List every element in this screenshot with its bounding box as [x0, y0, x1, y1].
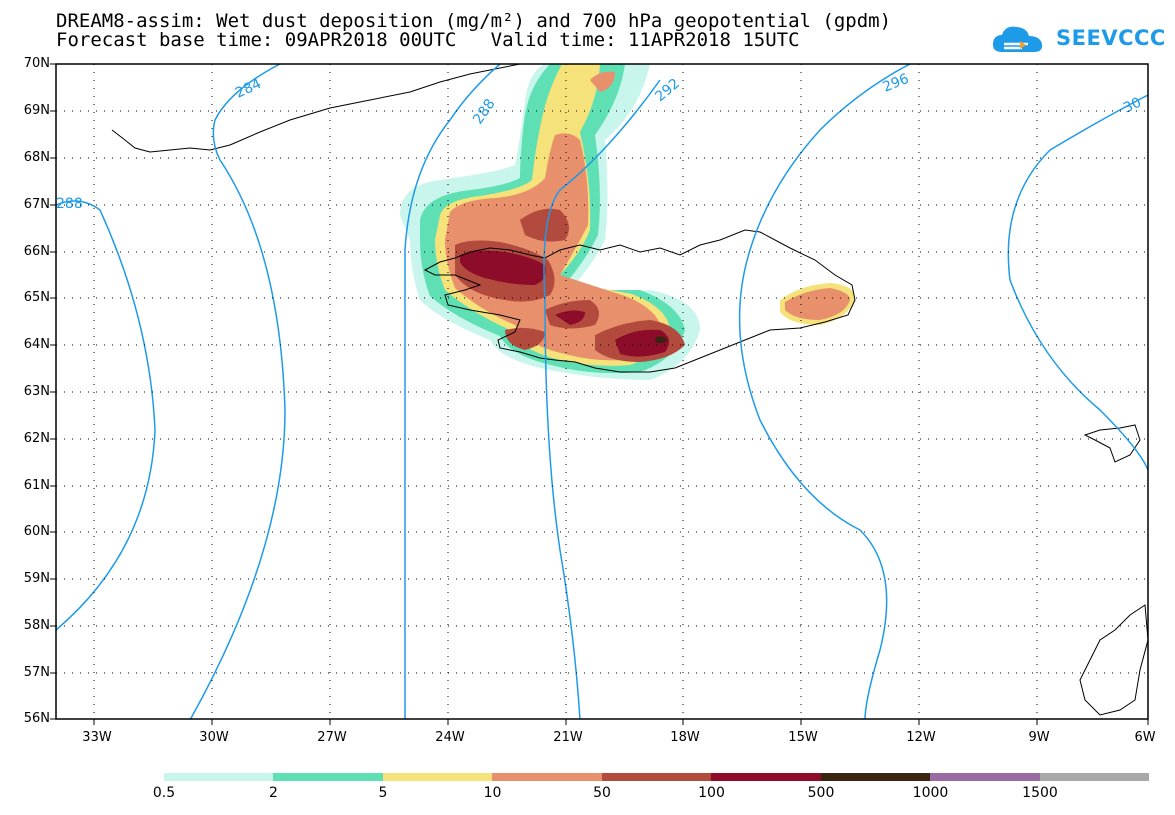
coastlines: [111, 64, 1148, 716]
contour-label-284: 284: [233, 76, 264, 102]
legend-label: 100: [698, 785, 725, 801]
contour-label-296: 296: [881, 71, 912, 96]
axis-ticks: [50, 63, 1149, 725]
legend-label: 10: [483, 785, 502, 801]
contour-labels: 284 288 292 296 30 288: [56, 71, 1144, 212]
lat-label: 69N: [23, 103, 50, 118]
lon-label: 6W: [1134, 730, 1156, 745]
lat-label: 65N: [23, 290, 50, 305]
legend-swatch: [601, 773, 712, 781]
lon-label: 21W: [553, 730, 583, 745]
lon-label: 33W: [82, 730, 112, 745]
lat-label: 61N: [23, 478, 50, 493]
chart-title-line2: Forecast base time: 09APR2018 00UTC Vali…: [56, 29, 800, 51]
lat-label: 60N: [23, 524, 50, 539]
lon-label: 24W: [435, 730, 465, 745]
legend-swatch: [1039, 773, 1149, 781]
geopotential-contours: [56, 64, 1148, 719]
chart-title-line1: DREAM8-assim: Wet dust deposition (mg/m²…: [56, 10, 892, 32]
cloud-icon: [992, 26, 1043, 52]
legend-swatch: [820, 773, 931, 781]
legend-label: 2: [269, 785, 278, 801]
contour-label-288: 288: [470, 96, 498, 127]
lon-label: 9W: [1028, 730, 1050, 745]
legend-swatch: [164, 773, 274, 781]
contour-label-292: 292: [652, 76, 683, 105]
legend-label: 5: [378, 785, 388, 801]
lat-label: 68N: [23, 150, 50, 165]
legend-swatch: [382, 773, 493, 781]
legend-label: 500: [807, 785, 835, 801]
logo-text: SEEVCCC: [1056, 26, 1166, 50]
legend-label: 1000: [912, 785, 949, 801]
dust-shading: [400, 64, 855, 380]
lon-label: 15W: [788, 730, 818, 745]
lat-label: 58N: [23, 618, 50, 633]
legend-swatch: [492, 773, 602, 781]
contour-label-288-left: 288: [56, 196, 83, 212]
lon-label: 12W: [906, 730, 936, 745]
lon-label: 30W: [199, 730, 229, 745]
lat-label: 67N: [23, 197, 50, 212]
lat-label: 62N: [23, 431, 50, 446]
legend-label: 0.5: [152, 785, 176, 801]
legend-swatch: [711, 773, 821, 781]
lat-label: 66N: [23, 244, 50, 259]
lon-label: 27W: [317, 730, 347, 745]
contour-label-300: 30: [1121, 95, 1144, 117]
lat-label: 56N: [23, 711, 50, 726]
lat-label: 63N: [23, 384, 50, 399]
color-legend: [164, 773, 1149, 781]
lat-label: 64N: [23, 337, 50, 352]
legend-swatch: [930, 773, 1040, 781]
lat-label: 57N: [23, 665, 50, 680]
lat-label: 70N: [23, 56, 50, 71]
legend-label: 50: [593, 785, 611, 801]
lon-label: 18W: [670, 730, 700, 745]
lat-label: 59N: [23, 571, 50, 586]
legend-swatch: [273, 773, 383, 781]
legend-label: 1500: [1022, 785, 1058, 801]
